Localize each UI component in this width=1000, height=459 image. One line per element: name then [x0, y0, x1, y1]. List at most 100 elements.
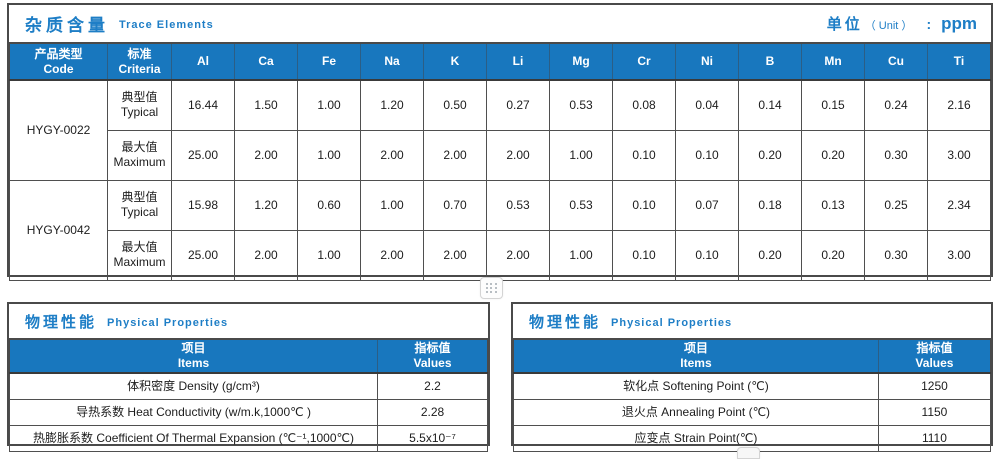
- value-cell: 0.30: [864, 229, 928, 281]
- col-header-items: 项目 Items: [8, 338, 379, 374]
- table-row: 体积密度 Density (g/cm³) 2.2: [8, 372, 488, 400]
- value-cell: 0.10: [675, 229, 739, 281]
- item-cell: 热膨胀系数 Coefficient Of Thermal Expansion (…: [8, 424, 379, 452]
- unit-label-en: （ Unit ）: [864, 19, 913, 32]
- value-cell: 0.30: [864, 129, 928, 181]
- col-header-element: Ca: [234, 42, 298, 81]
- table-row: 热膨胀系数 Coefficient Of Thermal Expansion (…: [8, 424, 488, 452]
- col-header-criteria: 标准 Criteria: [107, 42, 172, 81]
- value-cell: 3.00: [927, 229, 991, 281]
- col-header-values: 指标值 Values: [377, 338, 488, 374]
- physical-left-table: 项目 Items 指标值 Values 体积密度 Density (g/cm³) 2…: [8, 338, 488, 452]
- physical-right-title-en: Physical Properties: [611, 316, 733, 329]
- table-row: HYGY-0022 典型值 Typical 16.44 1.50 1.00 1.2…: [9, 79, 991, 181]
- trace-header-row: 产品类型 Code 标准 Criteria Al Ca Fe Na K Li Mg …: [9, 42, 991, 81]
- value-cell: 0.20: [801, 129, 865, 181]
- value-cell: 1110: [877, 424, 992, 452]
- value-cell: 1250: [877, 372, 992, 400]
- col-header-code: 产品类型 Code: [9, 42, 108, 81]
- col-header-element: Al: [171, 42, 235, 81]
- unit-label-zh: 单位: [826, 16, 863, 33]
- drag-handle[interactable]: [480, 277, 503, 299]
- drag-handle[interactable]: [737, 447, 760, 459]
- col-header-element: B: [738, 42, 802, 81]
- value-cell: 1.00: [549, 229, 613, 281]
- physical-left-title-bar: 物理性能 Physical Properties: [9, 304, 488, 338]
- col-header-element: Fe: [297, 42, 361, 81]
- value-cell: 2.00: [360, 129, 424, 181]
- value-cell: 2.2: [377, 372, 488, 400]
- value-cell: 2.00: [360, 229, 424, 281]
- physical-right-header-row: 项目 Items 指标值 Values: [513, 338, 992, 374]
- value-cell: 0.14: [738, 79, 802, 131]
- value-cell: 1.00: [297, 229, 361, 281]
- item-cell: 软化点 Softening Point (℃): [513, 372, 879, 400]
- value-cell: 0.10: [612, 129, 676, 181]
- value-cell: 1.00: [297, 79, 361, 131]
- value-cell: 25.00: [171, 229, 235, 281]
- col-header-element: Cr: [612, 42, 676, 81]
- value-cell: 2.34: [927, 179, 991, 231]
- value-cell: 0.07: [675, 179, 739, 231]
- criteria-cell: 典型值 Typical: [107, 79, 172, 131]
- value-cell: 2.00: [423, 229, 487, 281]
- col-header-element: K: [423, 42, 487, 81]
- physical-right-table: 项目 Items 指标值 Values 软化点 Softening Point (℃…: [513, 338, 992, 452]
- value-cell: 0.20: [801, 229, 865, 281]
- criteria-cell: 最大值 Maximum: [107, 229, 172, 281]
- value-cell: 0.10: [612, 179, 676, 231]
- physical-left-title-en: Physical Properties: [107, 316, 229, 329]
- col-header-items: 项目 Items: [513, 338, 879, 374]
- grip-dots-icon: [486, 282, 498, 294]
- value-cell: 0.70: [423, 179, 487, 231]
- value-cell: 0.53: [549, 79, 613, 131]
- physical-properties-panel-left: 物理性能 Physical Properties 项目 Items 指标值 Valu…: [7, 302, 490, 452]
- physical-left-title-zh: 物理性能: [25, 313, 98, 331]
- item-cell: 退火点 Annealing Point (℃): [513, 398, 879, 426]
- value-cell: 1.20: [234, 179, 298, 231]
- item-cell: 应变点 Strain Point(℃): [513, 424, 879, 452]
- col-header-element: Ni: [675, 42, 739, 81]
- col-header-element: Mg: [549, 42, 613, 81]
- physical-right-title-bar: 物理性能 Physical Properties: [513, 304, 991, 338]
- value-cell: 2.00: [423, 129, 487, 181]
- value-cell: 15.98: [171, 179, 235, 231]
- table-row: 软化点 Softening Point (℃) 1250: [513, 372, 992, 400]
- value-cell: 0.53: [549, 179, 613, 231]
- col-header-element: Ti: [927, 42, 991, 81]
- table-row: 最大值 Maximum 25.00 2.00 1.00 2.00 2.00 2.0…: [10, 229, 991, 281]
- value-cell: 2.16: [927, 79, 991, 131]
- value-cell: 2.00: [234, 129, 298, 181]
- value-cell: 0.50: [423, 79, 487, 131]
- value-cell: 1.00: [360, 179, 424, 231]
- value-cell: 25.00: [171, 129, 235, 181]
- value-cell: 1.50: [234, 79, 298, 131]
- value-cell: 3.00: [927, 129, 991, 181]
- table-row: 最大值 Maximum 25.00 2.00 1.00 2.00 2.00 2.0…: [10, 129, 991, 181]
- value-cell: 1150: [877, 398, 992, 426]
- table-row: 应变点 Strain Point(℃) 1110: [513, 424, 992, 452]
- table-row: HYGY-0042 典型值 Typical 15.98 1.20 0.60 1.0…: [9, 179, 991, 281]
- value-cell: 0.08: [612, 79, 676, 131]
- table-row: 退火点 Annealing Point (℃) 1150: [513, 398, 992, 426]
- table-row: 导热系数 Heat Conductivity (w/m.k,1000℃ ) 2.…: [8, 398, 488, 426]
- value-cell: 0.25: [864, 179, 928, 231]
- physical-left-header-row: 项目 Items 指标值 Values: [8, 338, 488, 374]
- trace-title-en: Trace Elements: [119, 19, 214, 31]
- item-cell: 导热系数 Heat Conductivity (w/m.k,1000℃ ): [8, 398, 379, 426]
- value-cell: 1.20: [360, 79, 424, 131]
- trace-elements-panel: 杂质含量 Trace Elements 单位 （ Unit ） : ppm 产品…: [7, 3, 993, 281]
- criteria-cell: 典型值 Typical: [107, 179, 172, 231]
- value-cell: 0.04: [675, 79, 739, 131]
- value-cell: 5.5x10⁻⁷: [377, 424, 488, 452]
- value-cell: 0.13: [801, 179, 865, 231]
- col-header-element: Na: [360, 42, 424, 81]
- trace-elements-title-bar: 杂质含量 Trace Elements 单位 （ Unit ） : ppm: [9, 5, 991, 42]
- value-cell: 0.10: [612, 229, 676, 281]
- value-cell: 1.00: [297, 129, 361, 181]
- value-cell: 0.24: [864, 79, 928, 131]
- value-cell: 2.00: [234, 229, 298, 281]
- col-header-values: 指标值 Values: [877, 338, 992, 374]
- value-cell: 0.27: [486, 79, 550, 131]
- value-cell: 0.15: [801, 79, 865, 131]
